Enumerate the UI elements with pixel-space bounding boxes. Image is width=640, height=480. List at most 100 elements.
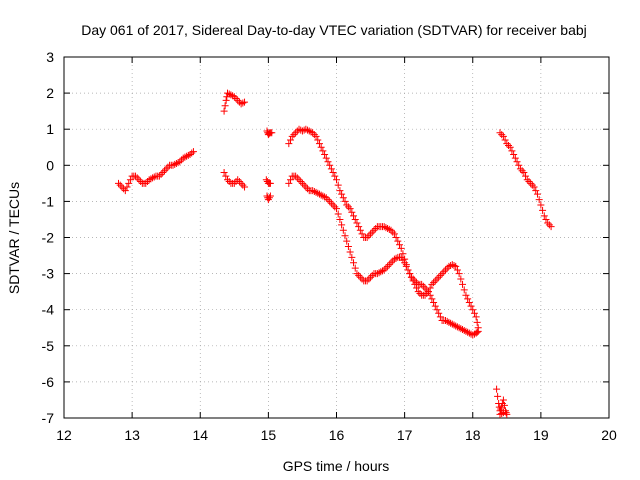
grid [64,57,609,418]
data-point [457,325,465,333]
data-point [547,223,555,231]
data-point [297,178,305,186]
data-point [268,129,276,137]
data-point [241,98,249,106]
data-point [470,309,478,317]
data-point [503,140,511,148]
data-point [285,179,293,187]
data-point [125,179,133,187]
data-point [370,226,378,234]
data-point [533,190,541,198]
data-point [421,284,429,292]
data-point [329,201,337,209]
data-point [319,147,327,155]
data-point [424,288,432,296]
data-point [315,190,323,198]
data-point [298,127,306,135]
data-point [314,136,322,144]
data-point [172,159,180,167]
data-point [510,150,518,158]
data-point [264,196,272,204]
data-point [120,185,128,193]
data-point [292,129,300,137]
data-point [189,148,197,156]
data-point [321,150,329,158]
data-point [473,318,481,326]
data-point [380,223,388,231]
data-point [372,224,380,232]
data-point [295,125,303,133]
data-point [346,248,354,256]
data-point [336,187,344,195]
data-point [438,270,446,278]
data-point [324,158,332,166]
data-point [433,275,441,283]
data-point [433,306,441,314]
data-point [503,410,511,418]
data-point [540,212,548,220]
data-point [179,154,187,162]
data-point [384,262,392,270]
data-point [544,219,552,227]
data-point [440,268,448,276]
data-point [542,215,550,223]
data-point [115,179,122,187]
y-tick-label: 1 [46,121,54,137]
data-point [497,405,505,413]
x-tick-label: 13 [124,427,140,443]
data-point [224,89,231,97]
data-point [467,302,475,310]
data-point [525,178,533,186]
data-point [322,194,330,202]
data-point [149,174,157,182]
data-point [351,264,359,272]
x-axis-label: GPS time / hours [283,458,390,474]
data-point [287,136,295,144]
data-point [494,392,502,400]
data-point [225,178,233,186]
data-point [356,226,364,234]
data-point [472,313,480,321]
data-point [428,280,436,288]
data-point [358,230,366,238]
data-point [169,161,177,169]
data-point [459,280,467,288]
data-point [375,269,383,277]
data-point [394,237,402,245]
data-point [387,226,395,234]
y-tick-label: 0 [46,157,54,173]
data-point [225,90,233,98]
data-point [496,129,504,137]
data-point [462,327,470,335]
data-point [344,243,352,251]
data-point [367,273,375,281]
data-point [365,232,373,240]
data-point [523,176,531,184]
data-point [262,176,270,184]
data-point [426,291,434,299]
data-point [222,96,230,104]
data-point [324,196,332,204]
data-point [322,154,330,162]
data-point [448,320,456,328]
y-tick-label: -5 [42,338,55,354]
data-point [329,169,337,177]
data-point [137,178,145,186]
data-point [365,275,373,283]
data-point [368,271,376,279]
y-tick-label: -6 [42,374,55,390]
data-point [428,295,436,303]
data-point [518,167,526,175]
y-tick-label: 2 [46,85,54,101]
data-point [339,194,347,202]
data-point [501,136,509,144]
data-point [535,196,543,204]
series-arc-3 [220,169,249,191]
data-point [401,259,409,267]
data-point [442,317,449,325]
data-point [498,409,506,417]
data-point [416,289,424,297]
data-point [453,266,461,274]
data-point [499,396,507,404]
data-point [464,295,472,303]
